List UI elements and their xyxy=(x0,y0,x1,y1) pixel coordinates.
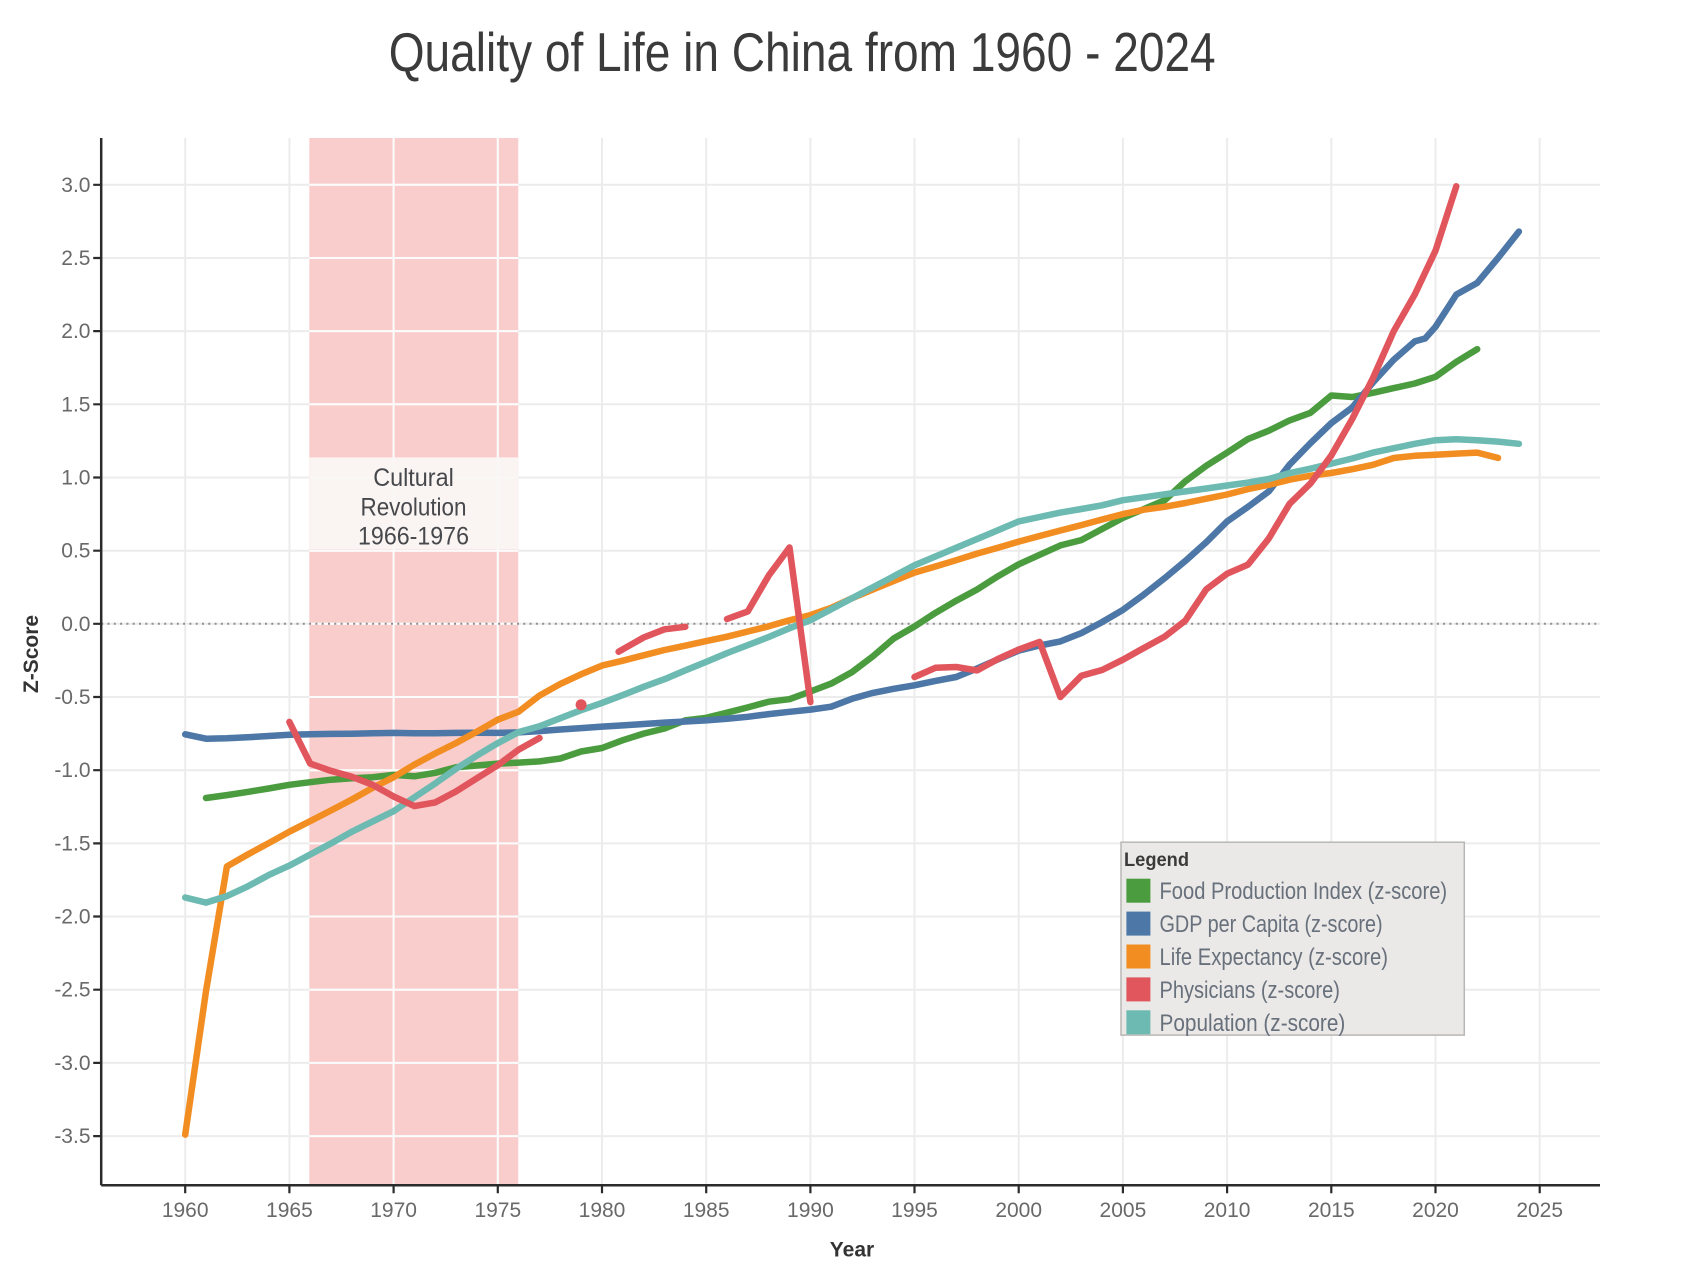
svg-text:Life Expectancy (z-score): Life Expectancy (z-score) xyxy=(1160,944,1389,971)
svg-text:2015: 2015 xyxy=(1308,1199,1355,1222)
svg-text:2025: 2025 xyxy=(1516,1199,1563,1222)
svg-text:2005: 2005 xyxy=(1100,1199,1147,1222)
svg-text:Quality of Life in China from: Quality of Life in China from 1960 - 202… xyxy=(389,21,1216,83)
svg-text:Food Production Index (z-score: Food Production Index (z-score) xyxy=(1160,878,1448,905)
svg-text:1975: 1975 xyxy=(474,1199,521,1222)
svg-text:1.5: 1.5 xyxy=(61,393,90,416)
svg-text:GDP per Capita (z-score): GDP per Capita (z-score) xyxy=(1160,911,1383,938)
svg-text:-2.0: -2.0 xyxy=(54,906,90,929)
svg-text:-0.5: -0.5 xyxy=(54,686,90,709)
svg-text:3.0: 3.0 xyxy=(61,174,90,197)
svg-text:-3.5: -3.5 xyxy=(54,1125,90,1148)
svg-text:-2.5: -2.5 xyxy=(54,979,90,1002)
svg-text:Z-Score: Z-Score xyxy=(20,615,43,693)
svg-text:1965: 1965 xyxy=(266,1199,313,1222)
svg-text:1980: 1980 xyxy=(579,1199,626,1222)
svg-text:1985: 1985 xyxy=(683,1199,730,1222)
svg-text:0.5: 0.5 xyxy=(61,540,90,563)
svg-text:-3.0: -3.0 xyxy=(54,1052,90,1075)
svg-text:2000: 2000 xyxy=(995,1199,1042,1222)
svg-text:Physicians (z-score): Physicians (z-score) xyxy=(1160,977,1340,1004)
svg-text:0.0: 0.0 xyxy=(61,613,90,636)
svg-text:2010: 2010 xyxy=(1204,1199,1251,1222)
svg-text:-1.5: -1.5 xyxy=(54,832,90,855)
svg-text:1.0: 1.0 xyxy=(61,467,90,490)
svg-text:2.5: 2.5 xyxy=(61,247,90,270)
svg-text:1966-1976: 1966-1976 xyxy=(358,523,469,551)
svg-text:Revolution: Revolution xyxy=(361,494,467,522)
svg-text:1960: 1960 xyxy=(162,1199,209,1222)
svg-text:Year: Year xyxy=(830,1239,874,1262)
svg-text:Population (z-score): Population (z-score) xyxy=(1160,1010,1346,1037)
svg-text:Cultural: Cultural xyxy=(373,464,454,492)
svg-text:Legend: Legend xyxy=(1124,849,1189,871)
svg-text:1990: 1990 xyxy=(787,1199,834,1222)
svg-text:1970: 1970 xyxy=(370,1199,417,1222)
svg-text:1995: 1995 xyxy=(891,1199,938,1222)
svg-text:-1.0: -1.0 xyxy=(54,759,90,782)
svg-text:2020: 2020 xyxy=(1412,1199,1459,1222)
svg-text:2.0: 2.0 xyxy=(61,320,90,343)
